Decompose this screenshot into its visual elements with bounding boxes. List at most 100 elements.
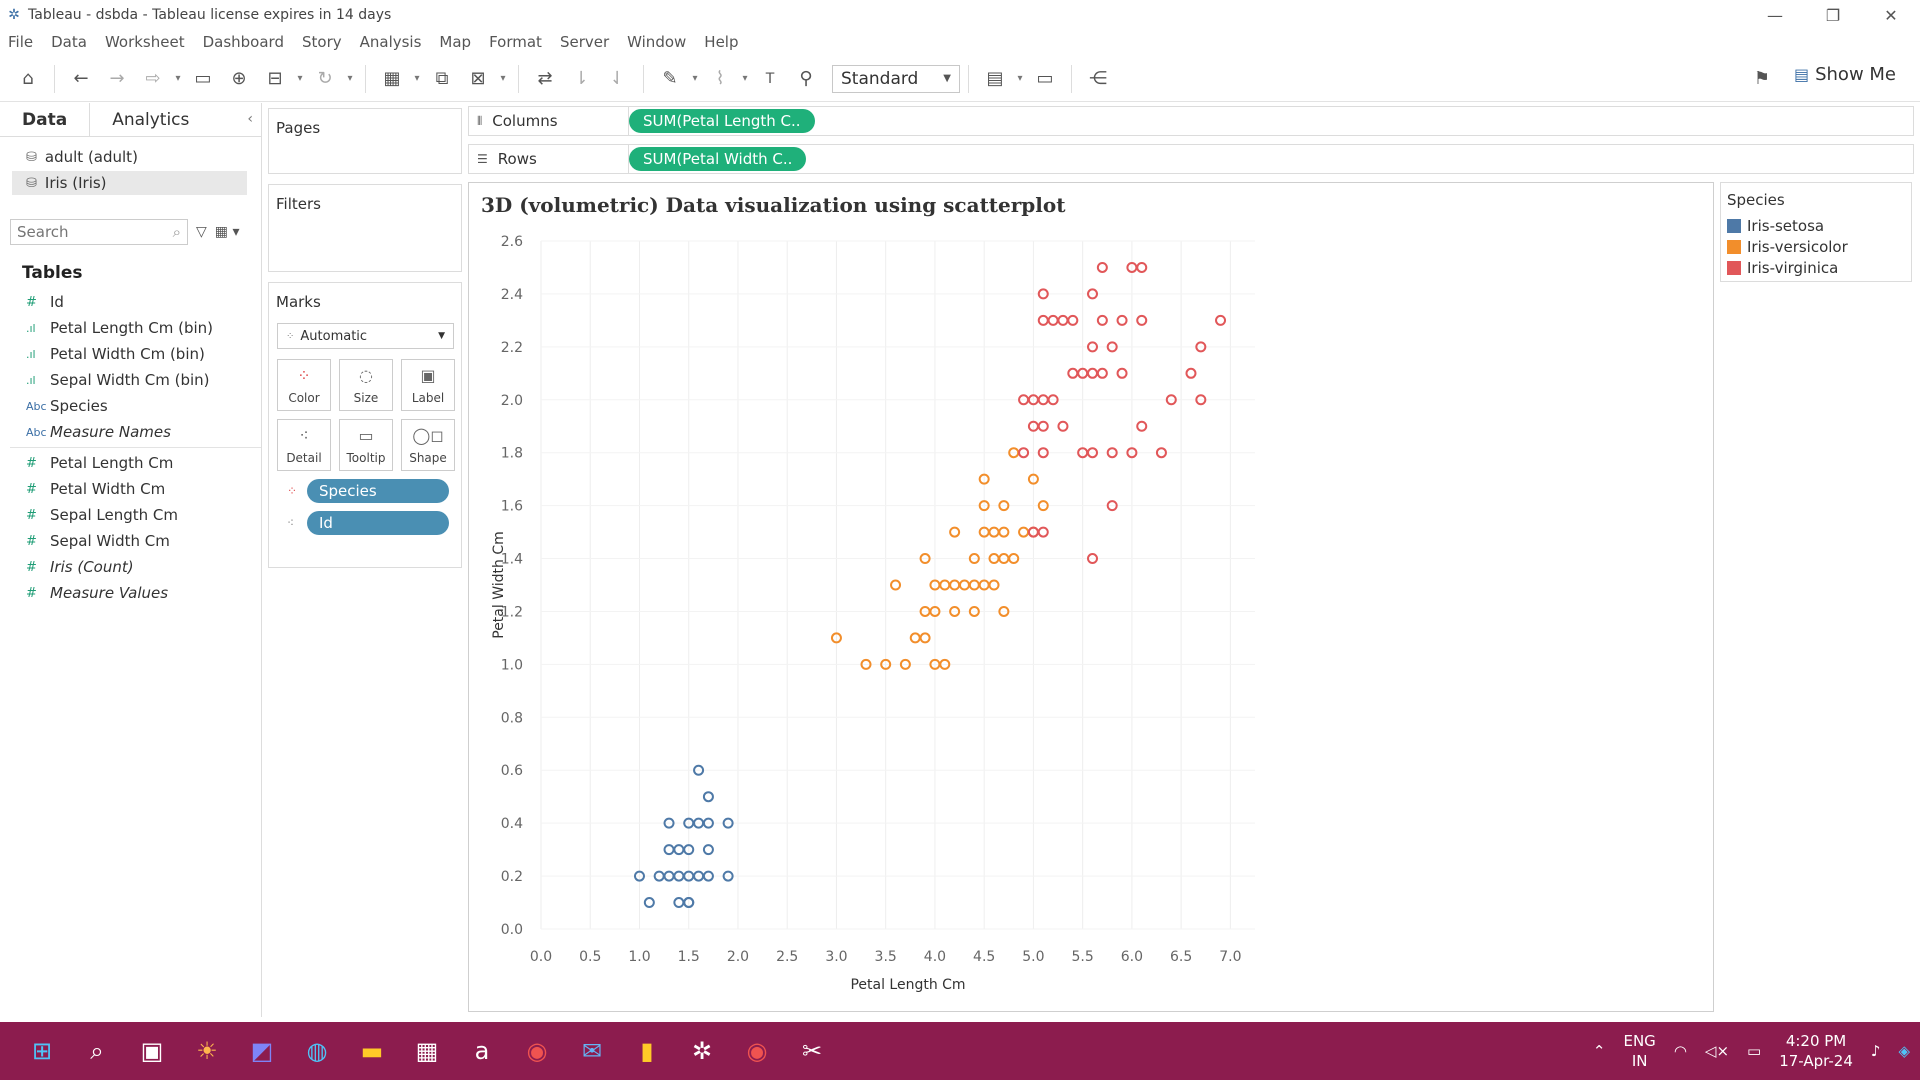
widgets-icon[interactable]: ☀ <box>196 1037 218 1065</box>
shape-button[interactable]: ◯◻ Shape <box>401 419 455 471</box>
scatter-point[interactable] <box>1096 261 1108 273</box>
new-worksheet-icon[interactable]: ▦ <box>383 68 401 89</box>
scatter-point[interactable] <box>1096 367 1108 379</box>
scatter-point[interactable] <box>702 870 714 882</box>
scatter-point[interactable] <box>1106 500 1118 512</box>
scatter-point[interactable] <box>1215 314 1227 326</box>
language-indicator[interactable]: ENG IN <box>1623 1031 1655 1071</box>
scatter-point[interactable] <box>1116 314 1128 326</box>
scatter-point[interactable] <box>939 658 951 670</box>
label-button[interactable]: ▣ Label <box>401 359 455 411</box>
scatter-point[interactable] <box>663 844 675 856</box>
scatter-point[interactable] <box>1018 447 1030 459</box>
show-cards-icon[interactable]: ▤ <box>986 68 1004 89</box>
menu-help[interactable]: Help <box>704 33 739 51</box>
scatter-point[interactable] <box>929 605 941 617</box>
scatter-point[interactable] <box>958 579 970 591</box>
datasource-adult[interactable]: ⛁ adult (adult) <box>0 145 261 169</box>
sheet-title[interactable]: 3D (volumetric) Data visualization using… <box>481 193 1066 217</box>
chevron-up-icon[interactable]: ⌃ <box>1592 1042 1606 1060</box>
copilot-icon[interactable]: ◈ <box>1898 1042 1910 1060</box>
scatter-point[interactable] <box>1185 367 1197 379</box>
fix-axes-icon[interactable]: ⚲ <box>799 68 813 89</box>
close-button[interactable]: ✕ <box>1884 5 1898 25</box>
scatter-chart[interactable]: 0.0 0.5 1.0 1.5 2.0 2.5 3.0 3.5 4.0 4.5 5.0 5.5 6.0 6… <box>469 183 1715 1013</box>
scatter-point[interactable] <box>1116 367 1128 379</box>
scatter-point[interactable] <box>1037 447 1049 459</box>
scatter-point[interactable] <box>978 473 990 485</box>
scatter-point[interactable] <box>702 791 714 803</box>
pin-icon[interactable]: ⚑ <box>1753 68 1770 89</box>
menu-story[interactable]: Story <box>301 33 342 51</box>
scatter-point[interactable] <box>693 764 705 776</box>
save-icon[interactable]: ▭ <box>194 68 212 89</box>
scatter-point[interactable] <box>1136 261 1148 273</box>
mail-icon[interactable]: ✉ <box>581 1037 603 1065</box>
scatter-point[interactable] <box>1087 553 1099 565</box>
scatter-point[interactable] <box>899 658 911 670</box>
scatter-point[interactable] <box>1106 447 1118 459</box>
scatter-point[interactable] <box>1195 341 1207 353</box>
task-view-icon[interactable]: ▣ <box>140 1037 164 1065</box>
undo-icon[interactable]: ← <box>73 68 89 89</box>
field-item[interactable]: Abc Species <box>0 393 261 419</box>
legend-item[interactable]: Iris-virginica <box>1721 257 1911 278</box>
clear-dropdown-icon[interactable]: ▾ <box>500 73 506 84</box>
menu-analysis[interactable]: Analysis <box>359 33 422 51</box>
wifi-icon[interactable]: ◠ <box>1673 1042 1687 1060</box>
scatter-point[interactable] <box>1037 288 1049 300</box>
menu-data[interactable]: Data <box>51 33 87 51</box>
scatter-point[interactable] <box>1155 447 1167 459</box>
field-item[interactable]: # Petal Width Cm <box>0 476 261 502</box>
chrome-icon[interactable]: ◉ <box>526 1037 548 1065</box>
group-icon[interactable]: ⌇ <box>715 68 725 89</box>
power-bi-icon[interactable]: ▮ <box>640 1037 654 1065</box>
highlight-dropdown-icon[interactable]: ▾ <box>692 73 698 84</box>
refresh-dropdown-icon[interactable]: ▾ <box>347 73 353 84</box>
pages-card[interactable]: Pages <box>268 108 462 174</box>
scatter-point[interactable] <box>968 605 980 617</box>
share-icon[interactable]: ⋲ <box>1089 68 1107 89</box>
scatter-point[interactable] <box>1037 500 1049 512</box>
new-datasource-icon[interactable]: ⊕ <box>231 68 247 89</box>
field-item[interactable]: .ıl Sepal Width Cm (bin) <box>0 367 261 393</box>
scatter-point[interactable] <box>673 844 685 856</box>
size-button[interactable]: ◌ Size <box>339 359 393 411</box>
scatter-point[interactable] <box>1126 447 1138 459</box>
show-cards-dropdown-icon[interactable]: ▾ <box>1017 73 1023 84</box>
mark-type-select[interactable]: ⁘ Automatic ▼ <box>277 323 454 349</box>
scatter-point[interactable] <box>1106 341 1118 353</box>
field-item[interactable]: # Sepal Width Cm <box>0 528 261 554</box>
replay-dropdown-icon[interactable]: ▾ <box>175 73 181 84</box>
legend-item[interactable]: Iris-setosa <box>1721 215 1911 236</box>
group-dropdown-icon[interactable]: ▾ <box>742 73 748 84</box>
scatter-point[interactable] <box>998 605 1010 617</box>
scatter-point[interactable] <box>890 579 902 591</box>
scatter-point[interactable] <box>1008 553 1020 565</box>
snipping-tool-icon[interactable]: ✂ <box>801 1037 823 1065</box>
scatter-point[interactable] <box>683 844 695 856</box>
field-item[interactable]: # Id <box>0 289 261 315</box>
scatter-point[interactable] <box>968 553 980 565</box>
sort-descending-icon[interactable]: ⇃ <box>609 68 625 89</box>
amazon-icon[interactable]: a <box>474 1037 490 1065</box>
scatter-point[interactable] <box>722 817 734 829</box>
presentation-mode-icon[interactable]: ▭ <box>1036 68 1054 89</box>
scatter-point[interactable] <box>880 658 892 670</box>
scatter-point[interactable] <box>978 500 990 512</box>
search-input[interactable] <box>17 223 157 241</box>
scatter-point[interactable] <box>1037 420 1049 432</box>
scatter-point[interactable] <box>919 632 931 644</box>
detail-button[interactable]: ⁖ Detail <box>277 419 331 471</box>
scatter-point[interactable] <box>1136 314 1148 326</box>
show-labels-icon[interactable]: T <box>765 70 775 87</box>
field-item[interactable]: # Petal Length Cm <box>0 450 261 476</box>
field-item[interactable]: # Iris (Count) <box>0 554 261 580</box>
scatter-point[interactable] <box>949 605 961 617</box>
field-item[interactable]: .ıl Petal Width Cm (bin) <box>0 341 261 367</box>
scatter-point[interactable] <box>830 632 842 644</box>
scatter-point[interactable] <box>1057 314 1069 326</box>
redo-icon[interactable]: → <box>109 68 125 89</box>
datasource-iris[interactable]: ⛁ Iris (Iris) <box>12 171 247 195</box>
filter-icon[interactable]: ▽ <box>196 224 207 240</box>
